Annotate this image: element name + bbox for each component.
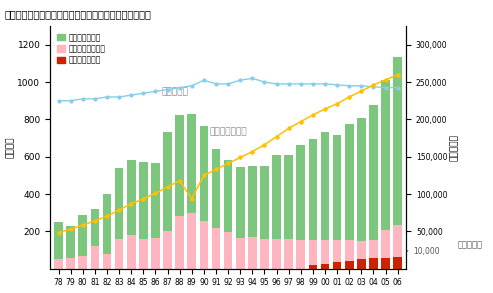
- Bar: [260, 166, 269, 239]
- Text: わが国の透析患者、移植登録患者および移植件数の推移: わが国の透析患者、移植登録患者および移植件数の推移: [5, 9, 152, 19]
- Bar: [187, 114, 196, 213]
- Bar: [54, 222, 63, 259]
- Bar: [211, 149, 220, 228]
- Bar: [224, 159, 233, 232]
- Bar: [200, 126, 208, 221]
- Bar: [296, 144, 305, 240]
- Bar: [345, 124, 353, 240]
- Text: 10,000: 10,000: [413, 246, 440, 255]
- Text: 移植希望登録者: 移植希望登録者: [210, 127, 247, 136]
- Bar: [236, 167, 245, 238]
- Bar: [91, 209, 99, 246]
- Bar: [151, 238, 160, 269]
- Bar: [151, 163, 160, 238]
- Bar: [103, 194, 111, 254]
- Bar: [333, 240, 342, 269]
- Bar: [248, 237, 257, 269]
- Bar: [320, 240, 329, 269]
- Bar: [381, 229, 390, 269]
- Bar: [296, 240, 305, 269]
- Bar: [393, 257, 402, 269]
- Text: 移植希望者: 移植希望者: [458, 240, 483, 249]
- Bar: [333, 262, 342, 269]
- Bar: [127, 161, 136, 235]
- Bar: [139, 162, 148, 239]
- Bar: [284, 239, 293, 269]
- Bar: [284, 155, 293, 239]
- Bar: [357, 259, 366, 269]
- Bar: [103, 254, 111, 269]
- Bar: [163, 231, 172, 269]
- Bar: [176, 216, 184, 269]
- Bar: [345, 240, 353, 269]
- Bar: [357, 241, 366, 269]
- Bar: [260, 239, 269, 269]
- Bar: [66, 258, 75, 269]
- Bar: [78, 256, 87, 269]
- Bar: [381, 80, 390, 229]
- Bar: [236, 238, 245, 269]
- Bar: [224, 232, 233, 269]
- Bar: [66, 226, 75, 258]
- Bar: [333, 135, 342, 240]
- Bar: [393, 225, 402, 269]
- Bar: [309, 265, 317, 269]
- Bar: [345, 261, 353, 269]
- Bar: [115, 239, 123, 269]
- Bar: [309, 139, 317, 240]
- Text: 透析患者数: 透析患者数: [161, 87, 188, 96]
- Bar: [320, 132, 329, 240]
- Bar: [369, 240, 378, 269]
- Bar: [176, 115, 184, 216]
- Bar: [127, 235, 136, 269]
- Bar: [309, 240, 317, 269]
- Bar: [393, 57, 402, 225]
- Bar: [320, 264, 329, 269]
- Bar: [78, 214, 87, 256]
- Bar: [54, 259, 63, 269]
- Bar: [115, 168, 123, 239]
- Y-axis label: 移植者数: 移植者数: [5, 137, 15, 158]
- Bar: [248, 166, 257, 237]
- Bar: [272, 155, 281, 239]
- Bar: [272, 239, 281, 269]
- Bar: [200, 221, 208, 269]
- Bar: [187, 213, 196, 269]
- Legend: 生体賢移植件数, 心停止下献賢移植, 脳死下献賢移植: 生体賢移植件数, 心停止下献賢移植, 脳死下献賢移植: [54, 30, 108, 68]
- Bar: [91, 246, 99, 269]
- Bar: [369, 258, 378, 269]
- Bar: [163, 132, 172, 231]
- Bar: [357, 117, 366, 241]
- Bar: [369, 105, 378, 240]
- Bar: [211, 228, 220, 269]
- Y-axis label: 透析患者数: 透析患者数: [450, 134, 459, 161]
- Bar: [381, 258, 390, 269]
- Bar: [139, 239, 148, 269]
